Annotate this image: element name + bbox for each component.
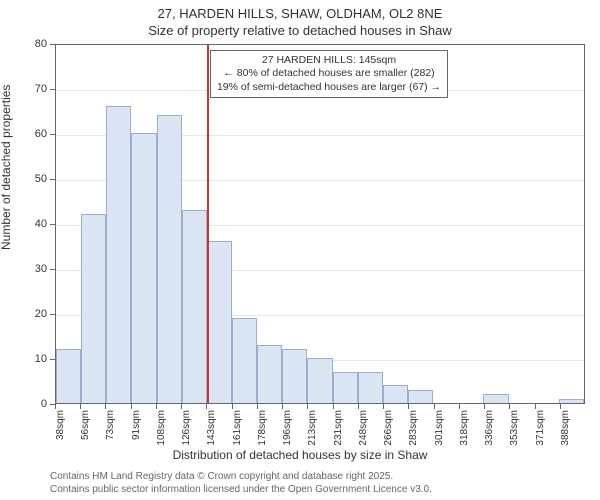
- annotation-line: 19% of semi-detached houses are larger (…: [217, 81, 441, 95]
- x-tick-label: 196sqm: [282, 410, 293, 446]
- x-tick-mark: [535, 404, 536, 409]
- x-tick-mark: [232, 404, 233, 409]
- x-tick-mark: [307, 404, 308, 409]
- x-tick-label: 213sqm: [307, 410, 318, 446]
- bar: [358, 372, 383, 404]
- chart-container: 27, HARDEN HILLS, SHAW, OLDHAM, OL2 8NE …: [0, 0, 600, 500]
- x-tick-mark: [181, 404, 182, 409]
- y-axis-label: Number of detached properties: [0, 85, 13, 250]
- x-tick-mark: [509, 404, 510, 409]
- footer-line-2: Contains public sector information licen…: [50, 484, 590, 497]
- bar: [131, 133, 156, 403]
- y-tick-mark: [50, 44, 55, 45]
- x-tick-label: 108sqm: [156, 410, 167, 446]
- y-tick-label: 10: [35, 353, 47, 365]
- y-tick-mark: [50, 359, 55, 360]
- bar: [81, 214, 106, 403]
- bar: [307, 358, 332, 403]
- y-tick-label: 80: [35, 38, 47, 50]
- x-tick-mark: [131, 404, 132, 409]
- y-tick-mark: [50, 89, 55, 90]
- x-tick-mark: [484, 404, 485, 409]
- footer-attribution: Contains HM Land Registry data © Crown c…: [50, 471, 590, 496]
- x-tick-mark: [282, 404, 283, 409]
- x-tick-mark: [560, 404, 561, 409]
- y-tick-label: 70: [35, 83, 47, 95]
- bars-group: [56, 45, 584, 403]
- y-tick-mark: [50, 134, 55, 135]
- title-main: 27, HARDEN HILLS, SHAW, OLDHAM, OL2 8NE: [0, 6, 600, 21]
- x-tick-label: 126sqm: [181, 410, 192, 446]
- bar: [207, 241, 232, 403]
- bar: [232, 318, 257, 404]
- bar: [56, 349, 81, 403]
- annotation-box: 27 HARDEN HILLS: 145sqm← 80% of detached…: [210, 50, 448, 99]
- x-tick-label: 266sqm: [383, 410, 394, 446]
- x-tick-label: 231sqm: [333, 410, 344, 446]
- x-tick-label: 56sqm: [80, 410, 91, 440]
- bar: [157, 115, 182, 403]
- y-tick-label: 20: [35, 308, 47, 320]
- x-axis-label: Distribution of detached houses by size …: [0, 448, 600, 462]
- plot-area: 27 HARDEN HILLS: 145sqm← 80% of detached…: [55, 44, 585, 404]
- y-tick-label: 60: [35, 128, 47, 140]
- y-tick-label: 0: [41, 398, 47, 410]
- bar: [257, 345, 282, 404]
- x-tick-mark: [358, 404, 359, 409]
- bar: [333, 372, 358, 404]
- bar: [408, 390, 433, 404]
- y-tick-label: 30: [35, 263, 47, 275]
- x-tick-label: 178sqm: [257, 410, 268, 446]
- x-tick-mark: [383, 404, 384, 409]
- plot-rect: 27 HARDEN HILLS: 145sqm← 80% of detached…: [55, 44, 585, 404]
- y-tick-label: 50: [35, 173, 47, 185]
- x-tick-label: 301sqm: [434, 410, 445, 446]
- bar: [182, 210, 207, 404]
- bar: [383, 385, 408, 403]
- x-tick-mark: [434, 404, 435, 409]
- y-tick-mark: [50, 269, 55, 270]
- x-tick-mark: [257, 404, 258, 409]
- x-tick-label: 318sqm: [459, 410, 470, 446]
- x-tick-mark: [156, 404, 157, 409]
- y-tick-mark: [50, 314, 55, 315]
- x-tick-label: 371sqm: [535, 410, 546, 446]
- x-tick-label: 388sqm: [560, 410, 571, 446]
- marker-line: [207, 45, 209, 403]
- x-tick-mark: [55, 404, 56, 409]
- footer-line-1: Contains HM Land Registry data © Crown c…: [50, 471, 590, 484]
- x-tick-mark: [80, 404, 81, 409]
- title-sub: Size of property relative to detached ho…: [0, 23, 600, 38]
- annotation-line: ← 80% of detached houses are smaller (28…: [217, 67, 441, 81]
- x-tick-label: 73sqm: [105, 410, 116, 440]
- x-tick-mark: [105, 404, 106, 409]
- title-block: 27, HARDEN HILLS, SHAW, OLDHAM, OL2 8NE …: [0, 6, 600, 38]
- x-tick-mark: [408, 404, 409, 409]
- x-tick-label: 283sqm: [408, 410, 419, 446]
- x-tick-label: 248sqm: [358, 410, 369, 446]
- bar: [483, 394, 508, 403]
- bar: [282, 349, 307, 403]
- y-tick-label: 40: [35, 218, 47, 230]
- x-tick-label: 38sqm: [55, 410, 66, 440]
- x-tick-mark: [333, 404, 334, 409]
- x-tick-label: 336sqm: [484, 410, 495, 446]
- x-tick-mark: [206, 404, 207, 409]
- bar: [559, 399, 584, 404]
- bar: [106, 106, 131, 403]
- x-tick-label: 91sqm: [131, 410, 142, 440]
- x-tick-label: 353sqm: [509, 410, 520, 446]
- y-tick-mark: [50, 224, 55, 225]
- y-tick-mark: [50, 179, 55, 180]
- x-tick-label: 143sqm: [206, 410, 217, 446]
- x-tick-mark: [459, 404, 460, 409]
- x-tick-label: 161sqm: [232, 410, 243, 446]
- annotation-line: 27 HARDEN HILLS: 145sqm: [217, 54, 441, 68]
